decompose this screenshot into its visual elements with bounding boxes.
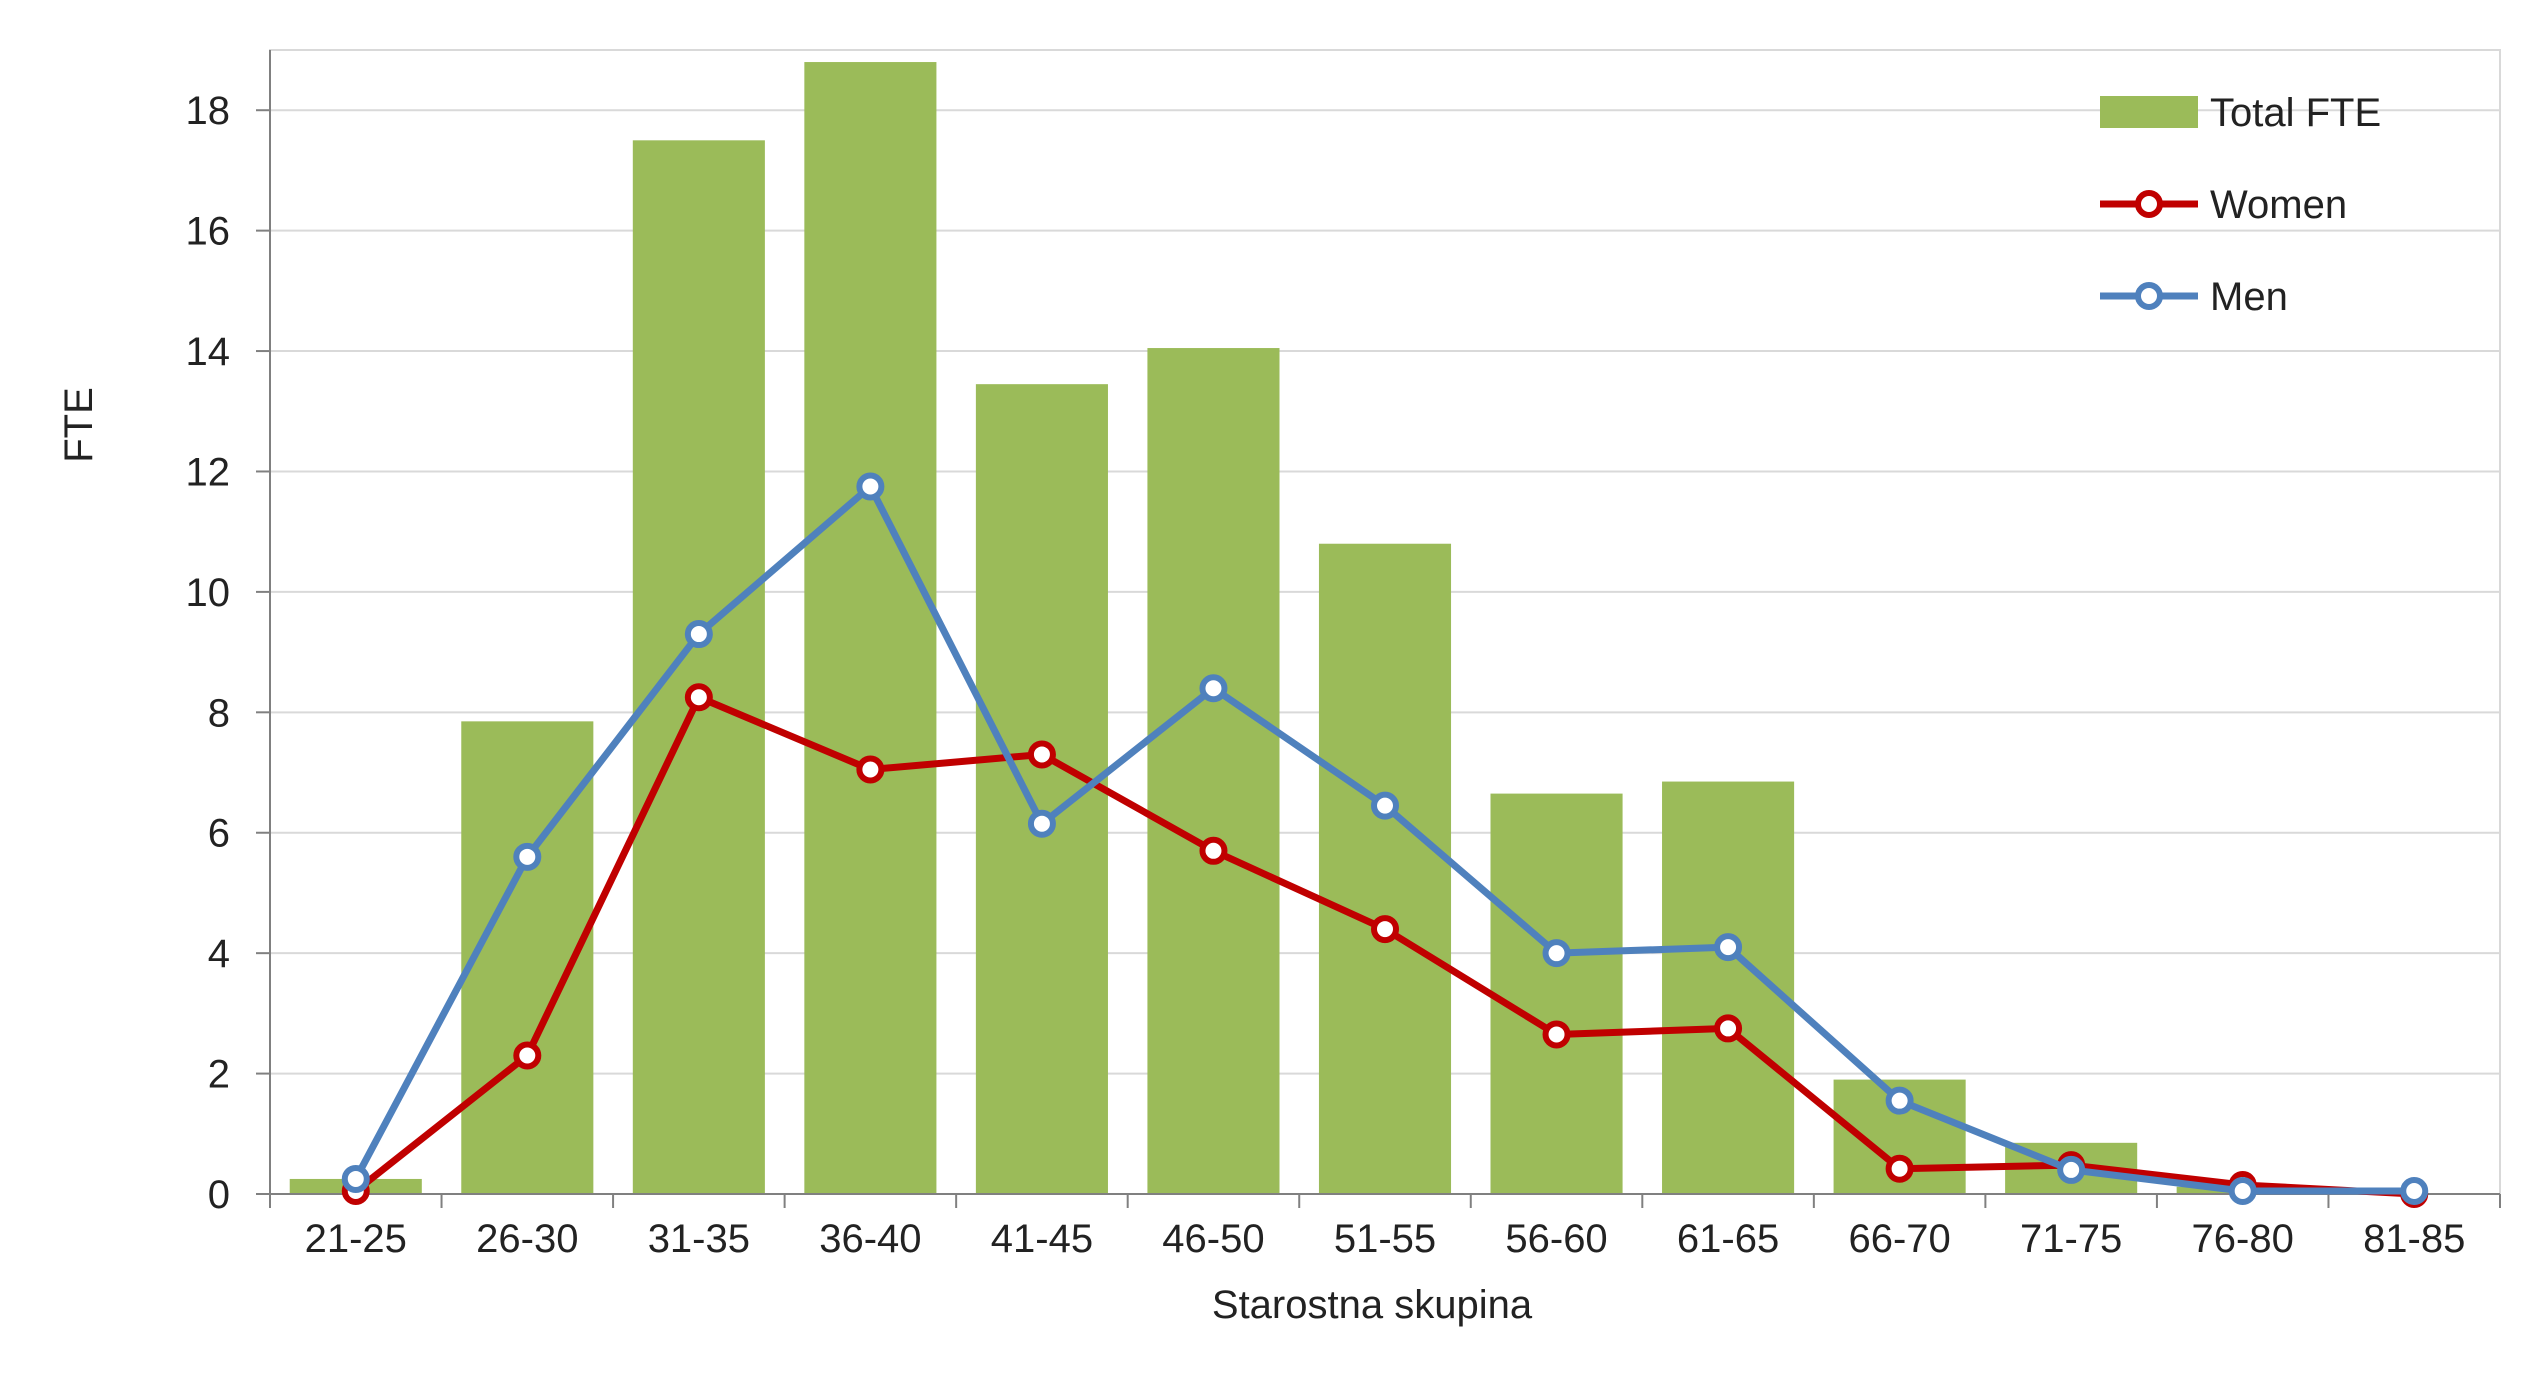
data-point-marker [1542, 1020, 1571, 1049]
data-point-marker [2400, 1176, 2429, 1205]
data-point-marker [1371, 791, 1399, 820]
legend: Total FTE Women Men [2100, 91, 2381, 319]
data-point-marker [856, 472, 885, 501]
x-tick-label: 71-75 [2020, 1217, 2122, 1261]
bars [289, 62, 2309, 1194]
data-point-marker [1199, 674, 1228, 703]
data-point-marker [513, 842, 542, 871]
x-axis-title: Starostna skupina [1212, 1283, 1533, 1327]
x-tick-label: 76-80 [2192, 1217, 2294, 1261]
data-point-marker [1885, 1154, 1914, 1183]
y-tick-label: 4 [208, 932, 230, 976]
y-tick-label: 14 [186, 330, 231, 374]
x-tick-label: 31-35 [648, 1217, 750, 1261]
axes [256, 50, 2501, 1208]
data-point-marker [856, 755, 885, 784]
data-point-marker [1199, 836, 1228, 865]
x-tick-label: 21-25 [305, 1217, 407, 1261]
data-point-marker [1371, 915, 1399, 944]
data-point-marker [1542, 939, 1571, 968]
x-tick-label: 81-85 [2363, 1217, 2465, 1261]
y-tick-label: 2 [208, 1053, 230, 1097]
data-point-marker [1714, 1014, 1743, 1043]
tick-labels: 0 2 4 6 8 10 12 14 16 18 21-25 26-30 31-35 36-40 41-45… [186, 89, 2466, 1261]
y-tick-label: 6 [208, 812, 230, 856]
data-point-marker [1885, 1086, 1914, 1115]
data-point-marker [1714, 933, 1743, 962]
bar [1147, 348, 1280, 1194]
legend-label: Total FTE [2210, 91, 2381, 135]
legend-swatch-marker [2135, 190, 2163, 218]
data-point-marker [341, 1164, 370, 1193]
legend-label: Men [2210, 275, 2288, 319]
x-tick-label: 56-60 [1505, 1217, 1607, 1261]
bar [804, 62, 937, 1194]
data-point-marker [2228, 1176, 2257, 1205]
x-tick-label: 46-50 [1162, 1217, 1264, 1261]
x-tick-label: 41-45 [991, 1217, 1093, 1261]
bar [632, 140, 765, 1194]
y-tick-label: 18 [186, 89, 231, 133]
data-point-marker [513, 1041, 542, 1070]
bar [1318, 543, 1452, 1194]
y-tick-label: 12 [186, 450, 231, 494]
y-axis-title: FTE [57, 387, 101, 463]
series-lines [341, 472, 2429, 1208]
x-tick-label: 36-40 [819, 1217, 921, 1261]
x-tick-label: 51-55 [1334, 1217, 1436, 1261]
data-point-marker [684, 683, 713, 712]
legend-swatch [2100, 96, 2198, 128]
y-tick-label: 8 [208, 691, 230, 735]
x-tick-label: 26-30 [476, 1217, 578, 1261]
data-point-marker [684, 620, 713, 649]
x-tick-label: 66-70 [1848, 1217, 1950, 1261]
data-point-marker [1027, 740, 1056, 769]
y-tick-label: 0 [208, 1173, 230, 1217]
y-tick-label: 10 [186, 571, 231, 615]
y-tick-label: 16 [186, 210, 231, 254]
x-tick-label: 61-65 [1677, 1217, 1779, 1261]
legend-swatch-marker [2135, 282, 2163, 310]
data-point-marker [2057, 1155, 2086, 1184]
bar [1490, 793, 1623, 1194]
data-point-marker [1027, 809, 1056, 838]
legend-label: Women [2210, 183, 2347, 227]
